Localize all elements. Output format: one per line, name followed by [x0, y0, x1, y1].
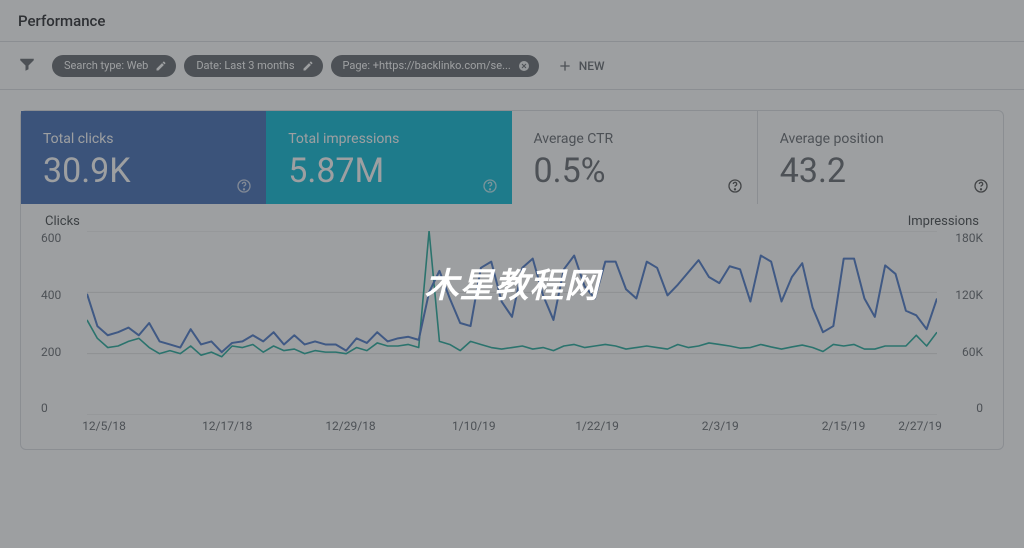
y-tick-right: 0	[937, 401, 983, 415]
metric-value: 0.5%	[534, 153, 735, 190]
right-axis-title: Impressions	[908, 214, 979, 229]
x-tick: 12/17/18	[202, 419, 252, 433]
y-tick-left: 0	[41, 401, 87, 415]
y-axis-left: 600 400 200 0	[41, 231, 87, 415]
metric-value: 43.2	[780, 153, 981, 190]
metric-value: 30.9K	[43, 153, 244, 190]
metric-value: 5.87M	[288, 153, 489, 190]
y-tick-right: 180K	[937, 231, 983, 245]
help-icon[interactable]	[482, 178, 498, 194]
help-icon[interactable]	[236, 178, 252, 194]
pencil-icon[interactable]	[154, 59, 168, 73]
chip-label: Date: Last 3 months	[196, 59, 294, 72]
x-tick: 2/15/19	[822, 419, 866, 433]
close-icon[interactable]	[517, 59, 531, 73]
metric-label: Total clicks	[43, 131, 244, 147]
metric-label: Average CTR	[534, 131, 735, 147]
y-tick-left: 600	[41, 231, 87, 245]
y-axis-right: 180K 120K 60K 0	[937, 231, 983, 415]
metric-tile[interactable]: Average position 43.2	[758, 111, 1003, 204]
x-tick: 12/29/18	[325, 419, 375, 433]
filter-bar: Search type: Web Date: Last 3 months Page:…	[0, 42, 1024, 90]
filter-chip[interactable]: Page: +https://backlinko.com/se...	[331, 55, 539, 77]
chart-plot	[87, 231, 937, 415]
left-axis-title: Clicks	[45, 214, 80, 229]
x-tick: 1/10/19	[452, 419, 496, 433]
new-filter-button[interactable]: NEW	[557, 58, 605, 74]
chart: 600 400 200 0 180K 120K 60K 0 12/5/18 12/17/18 1…	[41, 231, 983, 439]
metric-label: Average position	[780, 131, 981, 147]
metric-label: Total impressions	[288, 131, 489, 147]
x-tick: 2/27/19	[898, 419, 942, 433]
pencil-icon[interactable]	[301, 59, 315, 73]
filter-chip[interactable]: Search type: Web	[52, 55, 176, 77]
metric-tile[interactable]: Total impressions 5.87M	[266, 111, 511, 204]
page-title: Performance	[18, 12, 105, 30]
y-tick-right: 60K	[937, 345, 983, 359]
x-axis: 12/5/1812/17/1812/29/181/10/191/22/192/3…	[87, 419, 937, 439]
performance-card: Total clicks 30.9K Total impressions 5.87M A…	[20, 110, 1004, 450]
metric-tile[interactable]: Total clicks 30.9K	[21, 111, 266, 204]
y-tick-right: 120K	[937, 288, 983, 302]
header: Performance	[0, 0, 1024, 42]
new-filter-label: NEW	[579, 59, 605, 73]
content: Total clicks 30.9K Total impressions 5.87M A…	[0, 90, 1024, 470]
metrics-row: Total clicks 30.9K Total impressions 5.87M A…	[21, 111, 1003, 204]
y-tick-left: 400	[41, 288, 87, 302]
y-tick-left: 200	[41, 345, 87, 359]
x-tick: 12/5/18	[82, 419, 126, 433]
x-tick: 1/22/19	[575, 419, 619, 433]
chart-area: Clicks Impressions 6004002000 180K120K60…	[21, 204, 1003, 449]
chip-label: Page: +https://backlinko.com/se...	[343, 59, 511, 72]
metric-tile[interactable]: Average CTR 0.5%	[512, 111, 758, 204]
help-icon[interactable]	[727, 178, 743, 194]
x-tick: 2/3/19	[702, 419, 739, 433]
filter-chip[interactable]: Date: Last 3 months	[184, 55, 322, 77]
filter-icon[interactable]	[18, 55, 36, 77]
chip-label: Search type: Web	[64, 59, 148, 72]
help-icon[interactable]	[973, 178, 989, 194]
